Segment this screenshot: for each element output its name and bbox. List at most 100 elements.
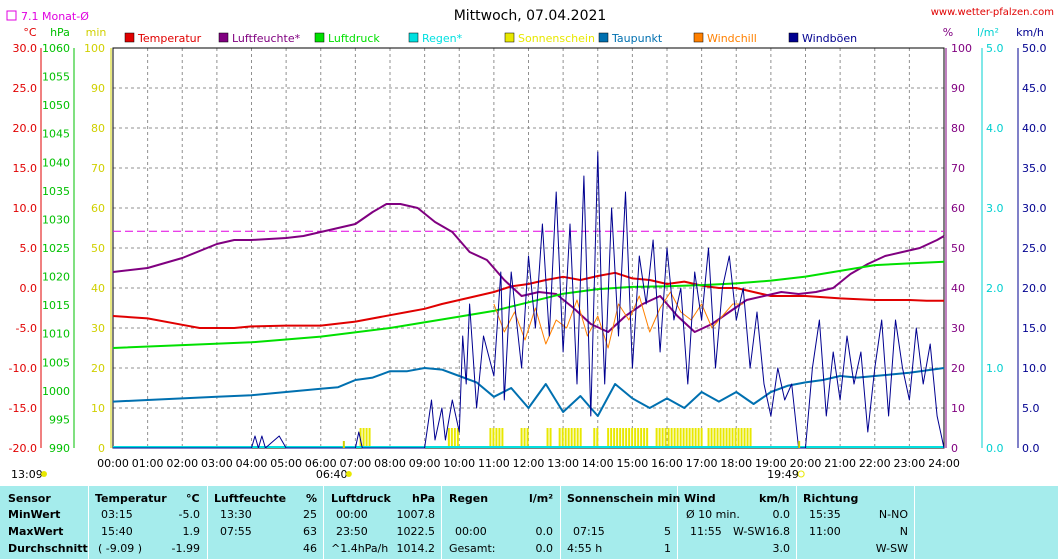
wind-avg-label: Ø 10 min. — [686, 508, 740, 521]
hum-min-time: 13:30 — [220, 508, 252, 521]
x-tick-label: 18:00 — [720, 457, 752, 470]
legend-swatch — [408, 32, 419, 43]
dir-min-time: 15:35 — [809, 508, 841, 521]
press-avg-value: 1014.2 — [396, 542, 436, 555]
rain-total-label: Gesamt: — [449, 542, 496, 555]
legend-label: Taupunkt — [611, 32, 663, 45]
tick-label-press: 1005 — [42, 356, 70, 369]
legend-label: Sonnenschein — [518, 32, 595, 45]
wind-min-value: 0.0 — [772, 508, 791, 521]
temp-dewpoint-avg: ( -9.09 ) — [98, 542, 143, 555]
header-temperature-unit: °C — [186, 492, 200, 505]
tick-label-temp: -15.0 — [9, 402, 37, 415]
tick-label-press: 990 — [49, 442, 70, 455]
separator — [441, 486, 442, 559]
tick-label-wind: 0.0 — [1022, 442, 1040, 455]
tick-label-rain: 3.0 — [986, 202, 1004, 215]
tick-label-press: 1015 — [42, 299, 70, 312]
x-tick-label: 07:00 — [340, 457, 372, 470]
dir-avg-value: W-SW — [875, 542, 908, 555]
tick-label-temp: 15.0 — [13, 162, 38, 175]
legend-label: Luftdruck — [328, 32, 380, 45]
dir-max-value: N — [899, 525, 908, 538]
tick-label-press: 1020 — [42, 271, 70, 284]
x-tick-label: 14:00 — [582, 457, 614, 470]
tick-label-press: 1000 — [42, 385, 70, 398]
tick-label-temp: 10.0 — [13, 202, 38, 215]
hum-max-time: 07:55 — [220, 525, 252, 538]
moonrise-time: 13:09 — [11, 468, 43, 481]
x-tick-label: 23:00 — [894, 457, 926, 470]
legend-swatch — [504, 32, 515, 43]
tick-label-hum: 70 — [951, 162, 965, 175]
x-tick-label: 24:00 — [928, 457, 960, 470]
press-max-time: 23:50 — [336, 525, 368, 538]
axis-unit-rain: l/m² — [977, 26, 999, 39]
temp-min-time: 03:15 — [101, 508, 133, 521]
tick-label-press: 995 — [49, 413, 70, 426]
x-tick-label: 06:00 — [305, 457, 337, 470]
temp-max-time: 15:40 — [101, 525, 133, 538]
separator — [677, 486, 678, 559]
month-average-icon — [6, 10, 17, 21]
legend-swatch — [598, 32, 609, 43]
chart-legend: Temperatur Luftfeuchte* Luftdruck Regen* Son… — [124, 32, 857, 45]
sun-max-time: 07:15 — [573, 525, 605, 538]
series-luftdruck — [112, 260, 945, 349]
series-windchill — [493, 291, 744, 349]
rain-max-time: 00:00 — [455, 525, 487, 538]
x-tick-label: 05:00 — [270, 457, 302, 470]
x-tick-label: 12:00 — [513, 457, 545, 470]
header-wind-unit: km/h — [759, 492, 790, 505]
tick-label-press: 1025 — [42, 242, 70, 255]
press-min-time: 00:00 — [336, 508, 368, 521]
header-humidity-unit: % — [306, 492, 318, 505]
temp-max-value: 1.9 — [182, 525, 201, 538]
tick-label-press: 1010 — [42, 328, 70, 341]
tick-label-wind: 30.0 — [1022, 202, 1047, 215]
legend-swatch — [788, 32, 799, 43]
press-trend: ^1.4hPa/h — [331, 542, 389, 555]
header-sunshine: Sonnenschein min — [567, 492, 681, 505]
tick-label-rain: 5.0 — [986, 42, 1004, 55]
x-tick-label: 03:00 — [201, 457, 233, 470]
x-tick-label: 02:00 — [166, 457, 198, 470]
chart-series — [112, 151, 945, 449]
wind-max-direction: W-SW — [733, 525, 766, 538]
sun-max-value: 5 — [664, 525, 671, 538]
header-rain: Regen — [449, 492, 489, 505]
sun-avg-value: 1 — [664, 542, 671, 555]
tick-label-temp: -20.0 — [9, 442, 37, 455]
tick-label-wind: 15.0 — [1022, 322, 1047, 335]
site-url[interactable]: www.wetter-pfalzen.com — [931, 7, 1054, 18]
tick-label-hum: 100 — [951, 42, 972, 55]
tick-label-temp: 25.0 — [13, 82, 38, 95]
tick-label-rain: 0.0 — [986, 442, 1004, 455]
tick-label-sun: 60 — [91, 202, 105, 215]
row-label-avg: Durchschnitt — [8, 542, 88, 555]
tick-label-temp: 5.0 — [20, 242, 38, 255]
x-tick-label: 15:00 — [617, 457, 649, 470]
statistics-table: Sensor Temperatur °C Luftfeuchte % Luftd… — [0, 486, 1058, 559]
legend-swatch — [218, 32, 229, 43]
tick-label-sun: 100 — [84, 42, 105, 55]
tick-label-hum: 60 — [951, 202, 965, 215]
series-taupunkt — [112, 367, 945, 417]
hum-max-value: 63 — [303, 525, 317, 538]
temp-avg-value: -1.99 — [171, 542, 200, 555]
chart-axes: -20.0 -15.0 -10.0 -5.0 0.0 5.0 10.0 15.0 20.0 25.… — [9, 26, 1047, 481]
x-tick-label: 16:00 — [651, 457, 683, 470]
tick-label-wind: 35.0 — [1022, 162, 1047, 175]
tick-label-wind: 45.0 — [1022, 82, 1047, 95]
tick-label-wind: 20.0 — [1022, 282, 1047, 295]
header-wind: Wind — [684, 492, 716, 505]
tick-label-temp: 20.0 — [13, 122, 38, 135]
x-tick-label: 09:00 — [409, 457, 441, 470]
hum-min-value: 25 — [303, 508, 317, 521]
row-label-min: MinWert — [8, 508, 61, 521]
sun-icon — [345, 471, 352, 477]
tick-label-rain: 2.0 — [986, 282, 1004, 295]
tick-label-hum: 20 — [951, 362, 965, 375]
tick-label-hum: 80 — [951, 122, 965, 135]
moon-icon — [41, 471, 47, 477]
